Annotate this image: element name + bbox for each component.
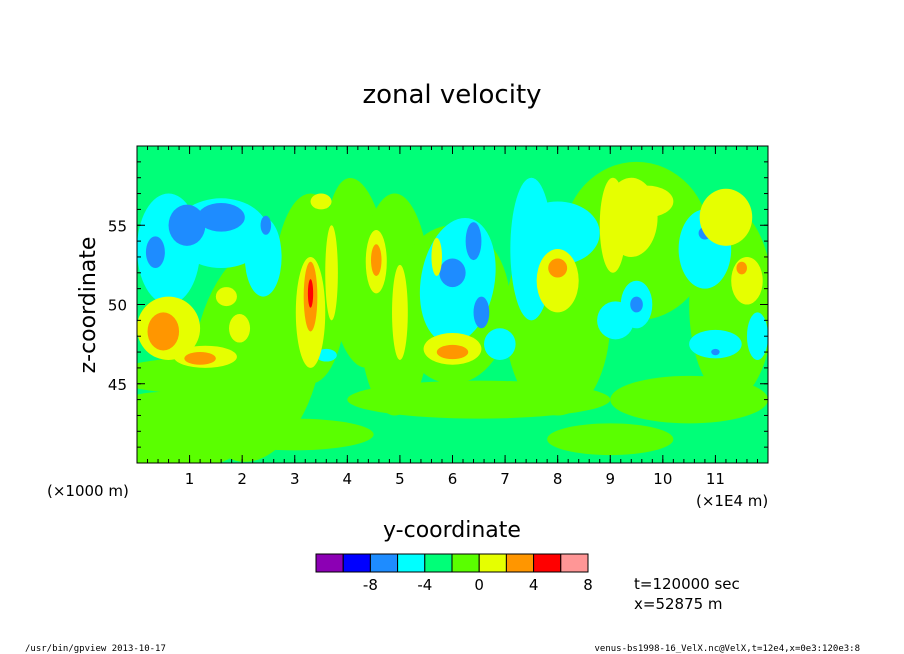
contour-region (260, 215, 272, 235)
colorbar-swatch (505, 553, 535, 573)
x-tick-label: 1 (185, 470, 195, 488)
colorbar-swatch (397, 553, 426, 573)
contour-region (215, 418, 374, 451)
x-tick-label: 7 (500, 470, 510, 488)
contour-region (315, 348, 337, 362)
contour-region (536, 249, 579, 313)
colorbar-tick-label: 4 (529, 576, 539, 594)
x-tick-label: 2 (237, 470, 247, 488)
contour-region (473, 296, 490, 329)
contour-region (436, 344, 469, 360)
colorbar-tick-label: 0 (474, 576, 484, 594)
contour-region (599, 177, 627, 273)
colorbar-swatch (424, 553, 453, 573)
contour-region (370, 244, 382, 276)
x-tick-label: 9 (605, 470, 615, 488)
y-scale-note: (×1000 m) (47, 482, 129, 500)
colorbar-swatch (342, 553, 371, 573)
contour-region (392, 264, 408, 360)
x-tick-label: 11 (706, 470, 725, 488)
contour-region (630, 296, 643, 313)
contour-region (325, 225, 338, 321)
contour-region (147, 312, 180, 351)
contour-region (736, 261, 747, 275)
colorbar-swatch (369, 553, 399, 573)
contour-region (746, 312, 768, 360)
contour-region (699, 188, 753, 246)
y-tick-label: 45 (108, 376, 127, 394)
contour-regions (137, 161, 768, 463)
chart-title: zonal velocity (362, 80, 541, 110)
x-axis-label: y-coordinate (383, 518, 521, 543)
y-axis-label: z-coordinate (76, 237, 101, 374)
contour-region (465, 222, 482, 261)
contour-region (515, 201, 600, 265)
x-tick-label: 5 (395, 470, 405, 488)
x-tick-label: 4 (343, 470, 353, 488)
contour-region (137, 356, 322, 395)
contour-region (620, 185, 674, 218)
time-annotation: t=120000 sec (634, 575, 740, 593)
colorbar: -8 -4 0 4 8 (315, 553, 593, 594)
contour-region (145, 236, 165, 269)
colorbar-swatch (451, 553, 480, 573)
contour-region (711, 348, 720, 356)
contour-region (215, 287, 237, 307)
contour-region (310, 193, 332, 210)
x-position-annotation: x=52875 m (634, 595, 723, 613)
contour-region (229, 314, 251, 343)
contour-region (439, 258, 466, 288)
contour-region (610, 375, 768, 424)
colorbar-tick-label: -8 (363, 576, 378, 594)
contour-region (307, 279, 314, 308)
x-tick-label: 6 (448, 470, 458, 488)
contour-region (168, 204, 206, 246)
footer-left: /usr/bin/gpview 2013-10-17 (25, 644, 166, 654)
contour-region (689, 329, 742, 359)
contour-region (244, 217, 282, 297)
contour-region (197, 203, 245, 232)
x-scale-note: (×1E4 m) (696, 492, 768, 510)
contour-region (484, 328, 516, 360)
colorbar-swatch (478, 553, 507, 573)
contour-region (184, 352, 216, 365)
x-tick-label: 3 (290, 470, 300, 488)
colorbar-tick-label: -4 (417, 576, 432, 594)
colorbar-tick-label: 8 (583, 576, 593, 594)
footer-right: venus-bs1998-16_VelX.nc@VelX,t=12e4,x=0e… (594, 644, 860, 654)
contour-region (548, 258, 568, 278)
contour-region (547, 423, 674, 456)
x-tick-label: 10 (653, 470, 672, 488)
colorbar-swatch (533, 553, 562, 573)
colorbar-swatch (315, 553, 344, 573)
contour-region (431, 237, 442, 276)
colorbar-swatch (560, 553, 589, 573)
x-tick-label: 8 (553, 470, 563, 488)
contour-region (731, 256, 763, 305)
y-tick-label: 50 (108, 297, 127, 315)
y-tick-label: 55 (108, 217, 127, 235)
contour-region (347, 380, 611, 419)
